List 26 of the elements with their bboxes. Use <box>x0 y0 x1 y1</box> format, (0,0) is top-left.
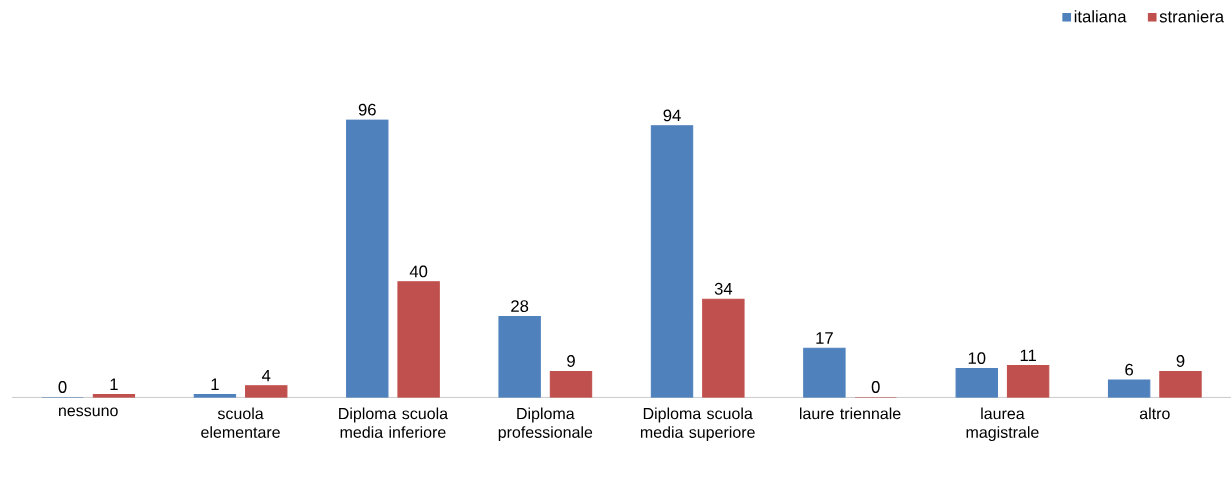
data-label: 34 <box>714 282 733 295</box>
data-label: 1 <box>110 378 118 390</box>
data-label: 28 <box>511 300 529 312</box>
data-label: 94 <box>663 109 681 122</box>
x-tick-label: altro <box>1139 407 1170 420</box>
data-label: 6 <box>1125 363 1134 376</box>
x-tick-label: Diploma professionale <box>498 407 593 442</box>
data-label: 96 <box>358 103 376 116</box>
data-label: 40 <box>409 265 428 278</box>
data-label: 11 <box>1020 349 1036 362</box>
x-tick-label: Diploma scuola media inferiore <box>339 407 449 438</box>
data-label: 9 <box>1176 355 1185 367</box>
data-label: 10 <box>968 352 986 364</box>
legend-label: italiana <box>1074 10 1127 23</box>
legend-label: straniera <box>1159 10 1225 23</box>
x-tick-label: Diploma scuola media superiore <box>640 407 755 442</box>
x-tick-label: nessuno <box>59 407 118 417</box>
x-tick-label: laure triennale <box>799 407 901 420</box>
x-tick-label: scuola elementare <box>201 407 280 438</box>
data-label: 9 <box>567 355 575 367</box>
data-label: 0 <box>871 381 880 393</box>
data-label: 1 <box>211 378 219 390</box>
data-label: 0 <box>58 381 67 393</box>
x-tick-label: laurea magistrale <box>966 407 1039 442</box>
data-label: 17 <box>816 332 833 344</box>
data-label: 4 <box>261 369 271 382</box>
